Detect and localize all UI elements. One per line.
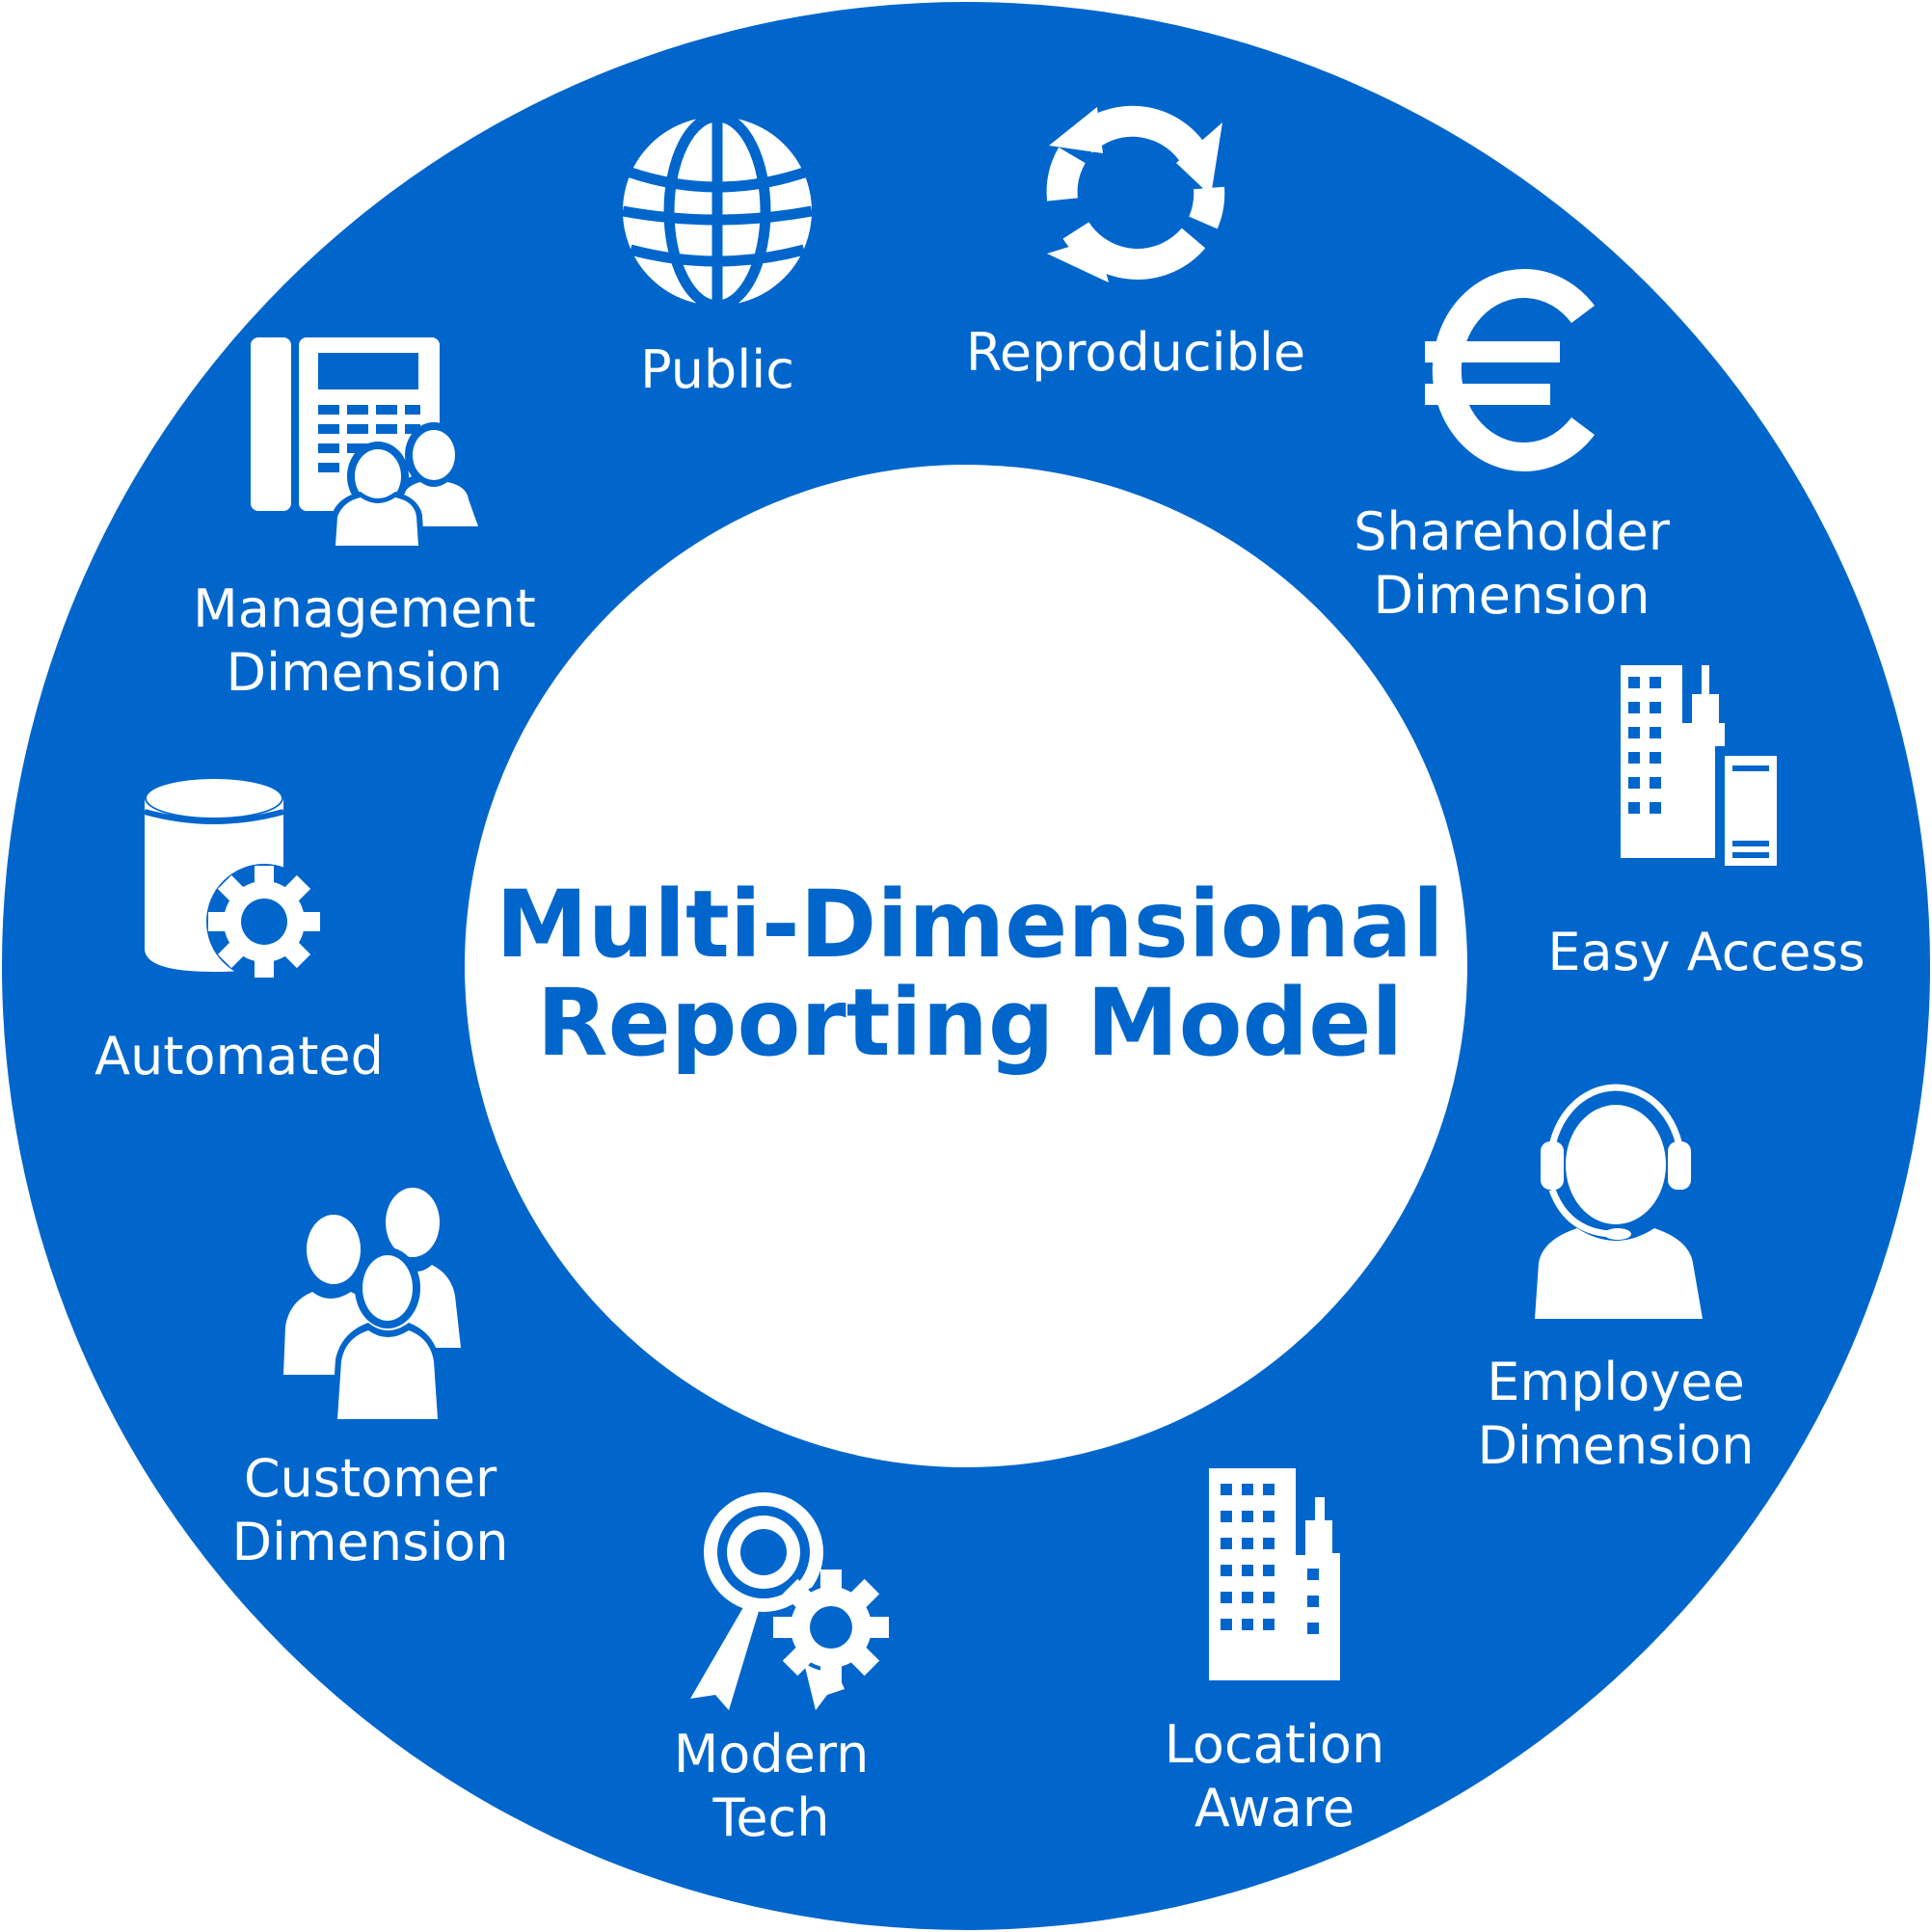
- city-building-icon: [1209, 1468, 1340, 1680]
- database-gear-icon: [144, 777, 322, 979]
- euro-icon: [1425, 269, 1595, 471]
- segment-label-shareholder-1: Shareholder: [1354, 501, 1671, 562]
- group-people-icon: [283, 1188, 461, 1419]
- award-gear-icon: [690, 1492, 889, 1710]
- center-circle: [465, 465, 1467, 1467]
- segment-label-management-2: Dimension: [226, 642, 502, 703]
- segment-label-location-1: Location: [1165, 1714, 1384, 1775]
- refresh-icon: [1046, 105, 1225, 282]
- segment-label-easy-access: Easy Access: [1547, 922, 1865, 982]
- globe-icon: [622, 111, 813, 311]
- segment-label-location-2: Aware: [1194, 1778, 1355, 1838]
- segment-label-automated: Automated: [94, 1026, 384, 1087]
- segment-label-modern-1: Modern: [674, 1724, 870, 1784]
- buildings-document-icon: [1621, 665, 1783, 877]
- phone-users-icon: [251, 337, 478, 548]
- segment-label-shareholder-2: Dimension: [1373, 565, 1650, 626]
- center-title-line2: Reporting Model: [537, 969, 1404, 1077]
- center-title-line1: Multi-Dimensional: [496, 871, 1444, 979]
- segment-label-customer-2: Dimension: [231, 1512, 508, 1572]
- headset-person-icon: [1535, 1084, 1703, 1319]
- segment-label-modern-2: Tech: [712, 1787, 830, 1848]
- segment-label-reproducible: Reproducible: [966, 322, 1305, 383]
- segment-label-customer-1: Customer: [244, 1448, 497, 1509]
- segment-label-public: Public: [640, 339, 794, 400]
- segment-label-employee-1: Employee: [1487, 1352, 1744, 1412]
- segment-label-employee-2: Dimension: [1477, 1415, 1754, 1476]
- segment-label-management-1: Management: [193, 578, 536, 639]
